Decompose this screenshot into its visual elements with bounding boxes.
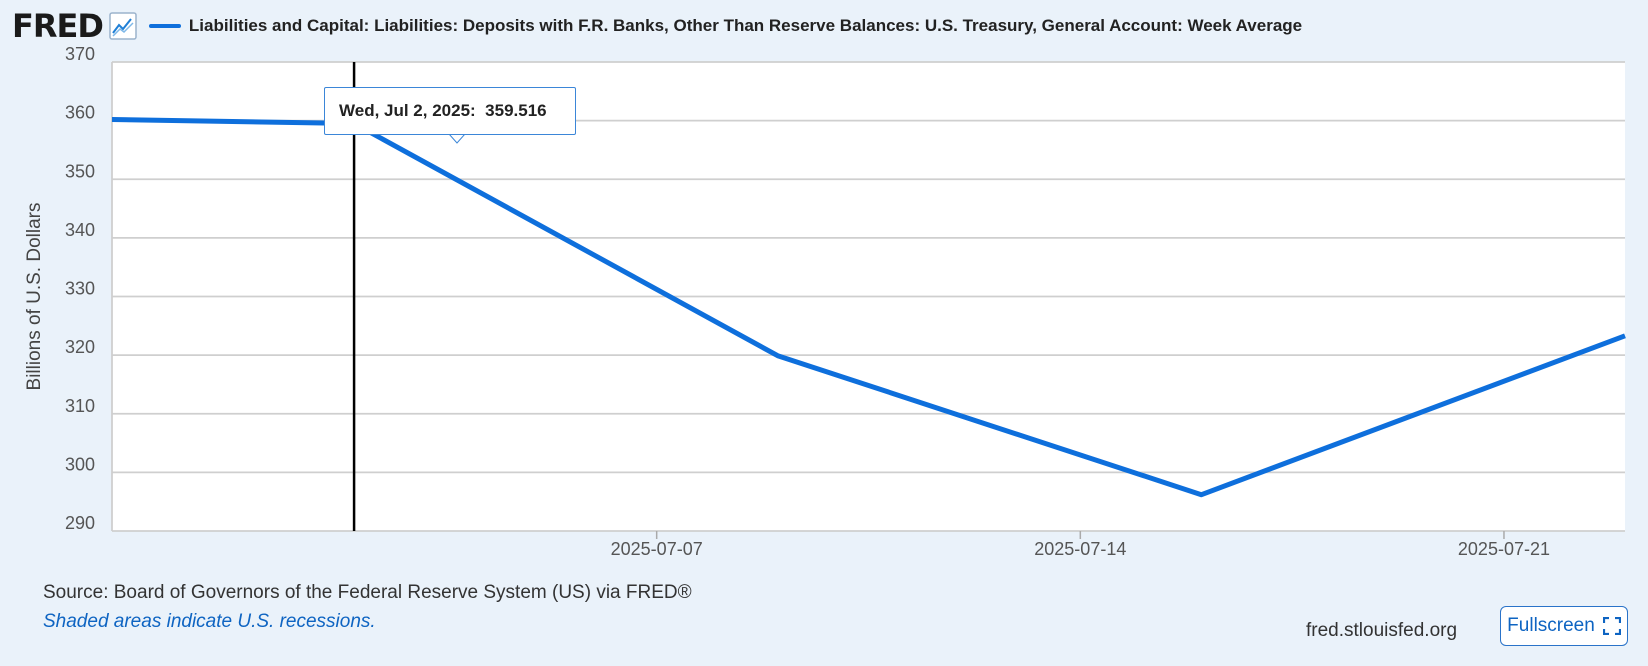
chart-header: FRED Liabilities and Capital: Liabilitie… [12, 8, 1302, 44]
y-tick-label: 370 [65, 44, 95, 64]
y-tick-label: 290 [65, 513, 95, 533]
y-tick-label: 310 [65, 396, 95, 416]
y-axis-ticks: 290 300 310 320 330 340 350 360 370 [65, 44, 95, 533]
tooltip-date: Wed, Jul 2, 2025: [339, 101, 476, 120]
y-tick-label: 340 [65, 220, 95, 240]
y-tick-label: 320 [65, 337, 95, 357]
y-tick-label: 350 [65, 161, 95, 181]
x-tick-label: 2025-07-07 [611, 539, 703, 559]
expand-icon [1602, 617, 1621, 635]
legend-line-swatch [148, 24, 181, 28]
x-tick-label: 2025-07-14 [1034, 539, 1126, 559]
x-axis-ticks: 2025-07-07 2025-07-14 2025-07-21 [611, 531, 1550, 559]
source-note: Source: Board of Governors of the Federa… [43, 582, 692, 603]
chart-line-icon[interactable] [109, 12, 137, 40]
fred-logo[interactable]: FRED [12, 7, 104, 45]
fullscreen-button[interactable]: Fullscreen [1500, 606, 1628, 646]
fullscreen-label: Fullscreen [1507, 615, 1595, 636]
series-layer [111, 117, 1626, 498]
y-tick-label: 360 [65, 103, 95, 123]
y-axis-label: Billions of U.S. Dollars [24, 203, 45, 391]
y-tick-label: 300 [65, 454, 95, 474]
x-tick-label: 2025-07-21 [1458, 539, 1550, 559]
recession-note[interactable]: Shaded areas indicate U.S. recessions. [43, 611, 376, 632]
site-url[interactable]: fred.stlouisfed.org [1306, 620, 1458, 641]
series-title: Liabilities and Capital: Liabilities: De… [188, 16, 1303, 35]
data-tooltip: Wed, Jul 2, 2025: 359.516 [324, 87, 576, 135]
y-tick-label: 330 [65, 279, 95, 299]
series-line[interactable] [111, 117, 1626, 498]
tooltip-value: 359.516 [485, 101, 547, 120]
